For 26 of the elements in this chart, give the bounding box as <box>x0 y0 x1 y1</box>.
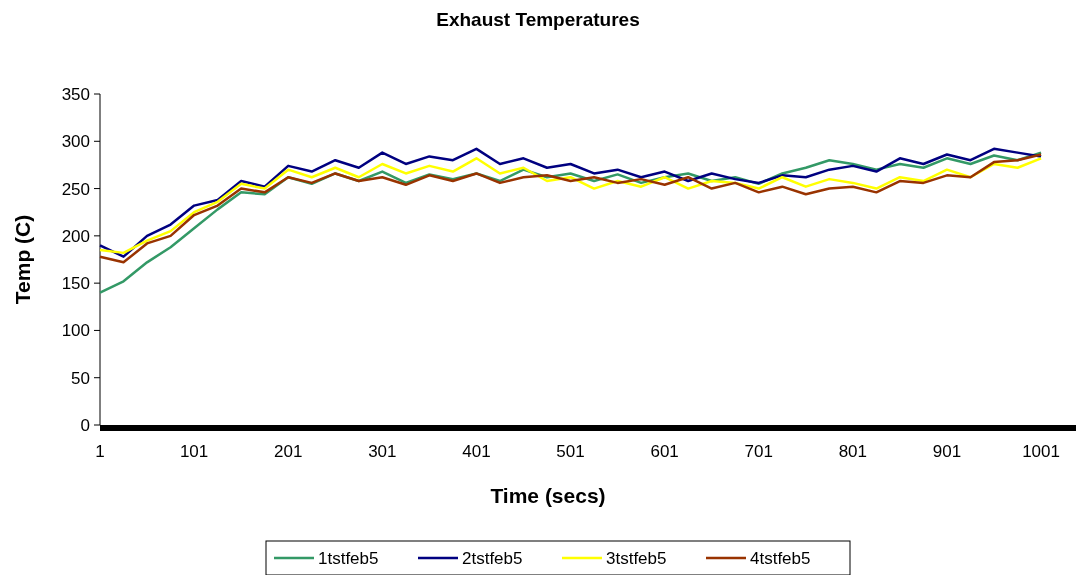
x-tick-label: 201 <box>274 442 303 461</box>
x-tick-label: 101 <box>179 442 209 461</box>
y-tick-label: 150 <box>61 274 90 294</box>
y-tick-label: 100 <box>61 321 90 341</box>
y-tick-label: 250 <box>61 179 90 199</box>
x-tick-label: 1 <box>95 442 105 461</box>
chart-title: Exhaust Temperatures <box>436 9 640 30</box>
legend-label: 1tstfeb5 <box>318 548 379 568</box>
x-tick-label: 401 <box>462 442 491 461</box>
legend-label: 3tstfeb5 <box>606 548 667 568</box>
y-tick-label: 50 <box>71 368 90 388</box>
x-tick-label: 701 <box>744 442 773 461</box>
legend-label: 4tstfeb5 <box>750 548 811 568</box>
x-tick-label: 901 <box>932 442 962 461</box>
y-tick-label: 350 <box>61 84 90 104</box>
y-tick-label: 300 <box>61 132 90 152</box>
x-tick-label: 601 <box>650 442 679 461</box>
x-tick-label: 301 <box>368 442 397 461</box>
x-tick-label: 801 <box>838 442 868 461</box>
y-axis-title: Temp (C) <box>11 214 34 305</box>
x-tick-label: 1001 <box>1022 442 1060 461</box>
x-axis-title: Time (secs) <box>490 484 606 507</box>
y-tick-label: 200 <box>61 226 90 246</box>
legend-label: 2tstfeb5 <box>462 548 523 568</box>
y-tick-label: 0 <box>80 415 90 435</box>
x-tick-label: 501 <box>556 442 585 461</box>
